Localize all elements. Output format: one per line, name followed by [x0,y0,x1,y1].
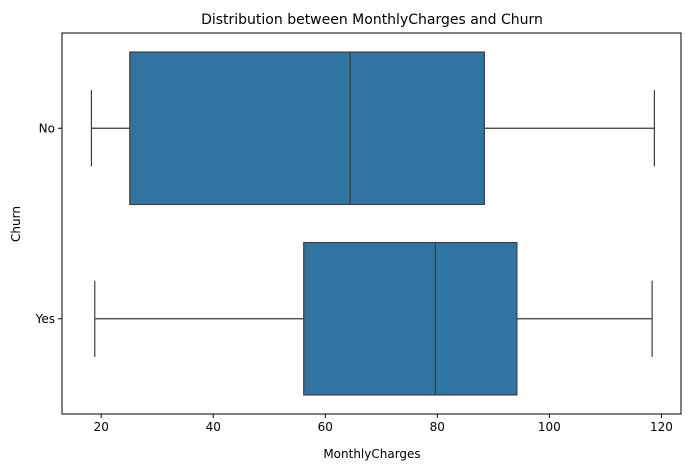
y-axis: No Yes [35,121,62,326]
y-axis-label: Churn [9,206,23,242]
x-tick-label: 100 [538,420,561,434]
x-tick-label: 120 [650,420,673,434]
x-axis-label: MonthlyCharges [323,447,420,461]
x-tick-label: 60 [318,420,333,434]
x-tick-label: 40 [206,420,221,434]
box-iqr [129,51,485,206]
x-tick-label: 80 [430,420,445,434]
box-iqr [303,241,518,396]
plot-area [90,51,655,396]
box-group-no [90,51,655,206]
y-tick-label: Yes [35,312,55,326]
box-group-yes [94,241,653,396]
chart-title: Distribution between MonthlyCharges and … [201,12,543,28]
x-tick-label: 20 [94,420,109,434]
plot-frame [61,32,682,415]
x-axis: 20 40 60 80 100 120 [94,414,673,434]
y-tick-label: No [39,121,55,135]
